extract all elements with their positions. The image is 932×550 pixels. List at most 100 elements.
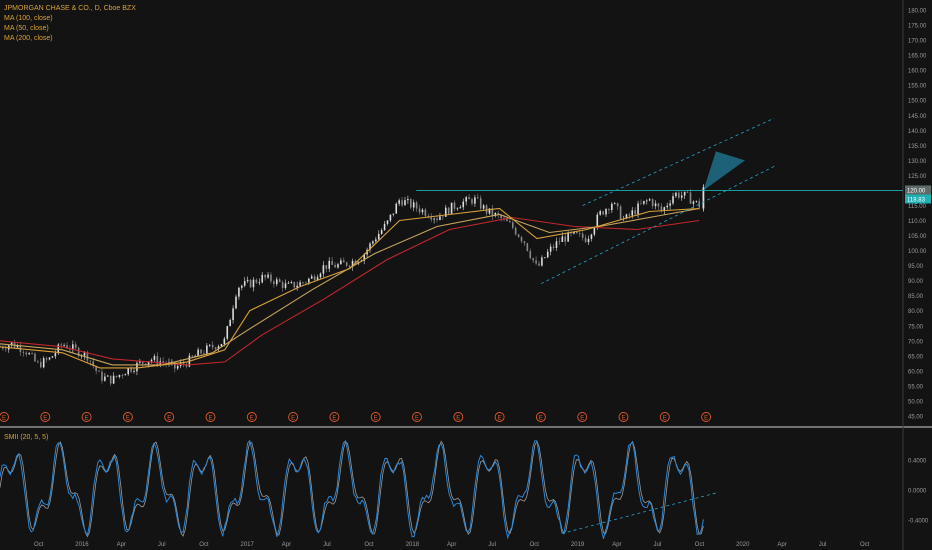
x-tick-label: Apr <box>282 542 291 548</box>
candle-body <box>672 196 674 204</box>
candle-body <box>226 326 229 339</box>
candle-body <box>462 201 465 208</box>
candle-body <box>500 214 502 219</box>
candle-body <box>410 198 412 208</box>
candle-body <box>590 234 593 239</box>
x-tick-label: Apr <box>117 542 126 548</box>
candle-body <box>576 231 578 234</box>
candle-body <box>418 208 421 213</box>
candle-body <box>191 355 194 357</box>
candle-body <box>95 366 97 371</box>
candle-body <box>348 265 351 267</box>
candle-body <box>564 236 567 242</box>
candle-body <box>156 356 159 365</box>
x-tick-label: 2020 <box>736 542 750 548</box>
candle-body <box>121 374 124 376</box>
smi-line <box>0 439 704 540</box>
candle-body <box>185 364 188 367</box>
earnings-marker <box>164 412 175 422</box>
candle-body <box>546 251 549 258</box>
candle-body <box>25 352 28 355</box>
candle-body <box>660 206 663 212</box>
candle-body <box>51 356 54 358</box>
candle-body <box>593 227 596 235</box>
candle-body <box>337 264 339 268</box>
candle-body <box>529 250 532 259</box>
candle-body <box>421 209 424 213</box>
candle-body <box>270 274 272 282</box>
candle-body <box>471 199 473 204</box>
earnings-marker <box>40 412 51 422</box>
price-tick-label: 125.00 <box>908 174 927 180</box>
candle-body <box>345 262 348 266</box>
candle-body <box>48 357 51 360</box>
candle-body <box>322 265 325 274</box>
candle-body <box>692 201 695 204</box>
candle-body <box>482 205 485 209</box>
earnings-marker-label: E <box>167 416 171 422</box>
candle-body <box>63 345 65 346</box>
candle-body <box>60 344 62 346</box>
candle-body <box>235 296 237 309</box>
earnings-marker-label: E <box>498 416 502 422</box>
candle-body <box>415 202 418 209</box>
earnings-marker-label: E <box>250 416 254 422</box>
price-tick-label: 55.00 <box>908 384 924 390</box>
candle-body <box>98 370 100 372</box>
candle-body <box>389 214 392 221</box>
earnings-marker-label: E <box>374 416 378 422</box>
candle-body <box>599 211 601 215</box>
candle-body <box>456 208 459 210</box>
candle-body <box>150 359 153 362</box>
price-tick-label: 45.00 <box>908 415 924 421</box>
candle-body <box>74 344 77 348</box>
candle-body <box>570 232 572 234</box>
candle-body <box>494 213 497 216</box>
price-tick-label: 130.00 <box>908 159 927 165</box>
candle-body <box>369 243 371 250</box>
candle-body <box>477 197 479 199</box>
candle-body <box>648 199 651 201</box>
candle-body <box>646 200 648 202</box>
candle-body <box>442 216 444 218</box>
legend-ma100: MA (100, close) <box>4 15 53 22</box>
earnings-marker <box>453 412 464 422</box>
candle-body <box>264 274 266 278</box>
candle-body <box>680 195 683 198</box>
candle-body <box>511 222 514 228</box>
candle-body <box>83 352 86 356</box>
candle-body <box>689 192 692 204</box>
price-tick-label: 115.00 <box>908 204 927 210</box>
candle-body <box>412 202 415 208</box>
candle-body <box>669 203 671 206</box>
candle-body <box>587 238 590 243</box>
earnings-marker <box>205 412 216 422</box>
candle-body <box>10 342 13 346</box>
candle-body <box>162 361 164 363</box>
price-tick-label: 165.00 <box>908 54 927 60</box>
candle-body <box>491 208 494 216</box>
candle-body <box>596 214 599 228</box>
earnings-marker <box>701 412 712 422</box>
candle-body <box>208 344 211 346</box>
candle-body <box>200 349 202 354</box>
candle-body <box>468 197 470 200</box>
candle-body <box>561 236 564 242</box>
candle-body <box>702 187 705 209</box>
earnings-marker <box>412 412 422 422</box>
earnings-marker <box>288 412 299 422</box>
candle-body <box>124 374 127 376</box>
candle-body <box>619 206 622 220</box>
candle-body <box>555 241 558 248</box>
candle-body <box>453 202 456 209</box>
candle-body <box>380 230 383 234</box>
candle-body <box>544 257 546 259</box>
candle-body <box>284 283 287 288</box>
candle-body <box>520 237 523 242</box>
candle-body <box>549 246 552 252</box>
candle-body <box>395 203 398 214</box>
earnings-marker-label: E <box>539 416 543 422</box>
candle-body <box>541 257 543 266</box>
candle-body <box>80 355 83 357</box>
